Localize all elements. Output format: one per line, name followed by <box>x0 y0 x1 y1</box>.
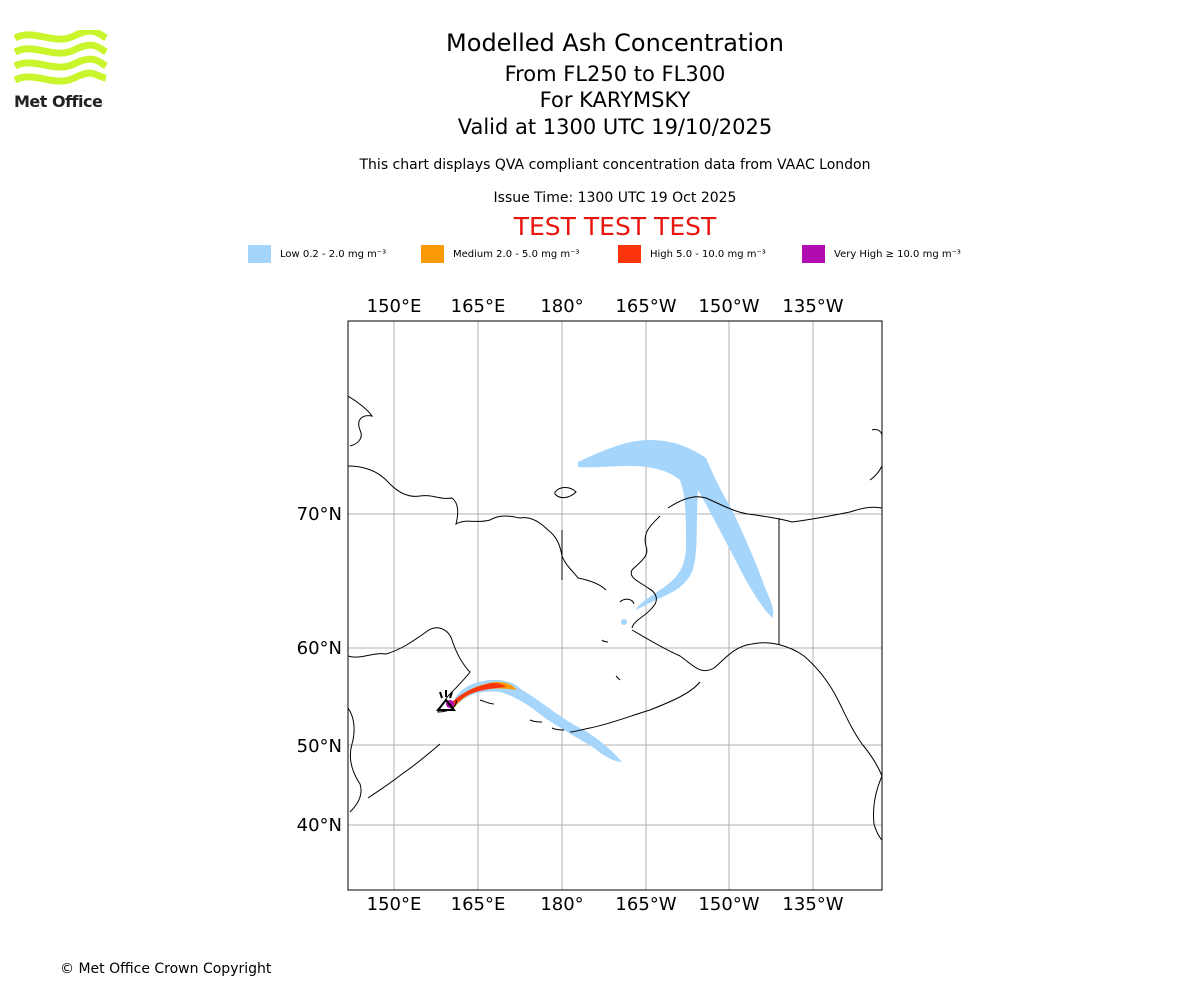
lon-label-bottom: 150°E <box>367 894 422 915</box>
lon-label-top: 180° <box>540 296 583 317</box>
volcano-plume-right <box>449 691 453 699</box>
lon-label-bottom: 150°W <box>698 894 759 915</box>
ash-plume-south <box>455 679 622 762</box>
volcano-triangle-icon <box>435 698 457 711</box>
lat-label: 40°N <box>297 815 342 836</box>
met-office-logo: Met Office <box>13 27 108 112</box>
bottom-longitude-labels: 150°E 165°E 180° 165°W 150°W 135°W <box>367 894 844 915</box>
lon-label-top: 135°W <box>782 296 843 317</box>
legend-item-high: High 5.0 - 10.0 mg m⁻³ <box>618 244 766 264</box>
okhotsk-coast <box>348 627 471 697</box>
sakhalin-kuril-coast <box>348 707 362 813</box>
st-lawrence-island <box>554 487 577 499</box>
ash-plume-north <box>578 440 774 618</box>
aleutian-south-coast <box>569 681 701 733</box>
alaska-peninsula <box>631 629 805 672</box>
met-office-waves-icon <box>13 27 108 85</box>
latitude-labels: 70°N 60°N 50°N 40°N <box>297 504 342 836</box>
map-frame <box>347 320 883 891</box>
graticule <box>348 321 882 890</box>
ash-medium-concentration <box>452 682 517 708</box>
canada-arctic-coast <box>869 429 882 481</box>
legend-label-medium: Medium 2.0 - 5.0 mg m⁻³ <box>453 248 580 260</box>
valid-time: Valid at 1300 UTC 19/10/2025 <box>457 115 773 139</box>
legend-swatch-very-high <box>802 245 825 263</box>
lon-label-bottom: 165°E <box>451 894 506 915</box>
logo-text: Met Office <box>14 92 103 111</box>
legend-swatch-low <box>248 245 271 263</box>
legend-item-very-high: Very High ≥ 10.0 mg m⁻³ <box>802 244 961 264</box>
alaska-west-coast <box>630 515 661 629</box>
legend-item-low: Low 0.2 - 2.0 mg m⁻³ <box>248 244 386 264</box>
qva-compliance-note: This chart displays QVA compliant concen… <box>359 157 871 173</box>
lat-label: 60°N <box>297 638 342 659</box>
lon-label-bottom: 180° <box>540 894 583 915</box>
aleutian-islands <box>479 699 565 731</box>
lat-label: 70°N <box>297 504 342 525</box>
lon-label-top: 165°W <box>615 296 676 317</box>
east-siberian-coast <box>348 465 607 591</box>
chart-title: Modelled Ash Concentration <box>446 29 784 57</box>
ash-high-concentration <box>450 683 506 708</box>
ash-speck <box>621 619 627 625</box>
test-banner: TEST TEST TEST <box>513 212 717 241</box>
volcano-name: For KARYMSKY <box>539 88 691 112</box>
lon-label-top: 165°E <box>451 296 506 317</box>
legend-label-low: Low 0.2 - 2.0 mg m⁻³ <box>280 248 387 260</box>
lon-label-bottom: 135°W <box>782 894 843 915</box>
chukotka-coast <box>348 395 374 447</box>
copyright-notice: © Met Office Crown Copyright <box>60 961 272 977</box>
legend-swatch-high <box>618 245 641 263</box>
north-america-west-coast <box>873 775 882 841</box>
legend-item-medium: Medium 2.0 - 5.0 mg m⁻³ <box>421 244 579 264</box>
lon-label-top: 150°E <box>367 296 422 317</box>
kuril-islands <box>367 743 441 799</box>
issue-time: Issue Time: 1300 UTC 19 Oct 2025 <box>493 190 737 206</box>
legend-label-very-high: Very High ≥ 10.0 mg m⁻³ <box>834 248 961 260</box>
legend-label-high: High 5.0 - 10.0 mg m⁻³ <box>650 248 766 260</box>
lon-label-bottom: 165°W <box>615 894 676 915</box>
pribilof-islands <box>601 639 621 681</box>
flight-level-range: From FL250 to FL300 <box>504 62 726 86</box>
alaska-north-coast <box>667 496 882 523</box>
ash-low-concentration <box>455 440 774 762</box>
top-longitude-labels: 150°E 165°E 180° 165°W 150°W 135°W <box>367 296 844 317</box>
lon-label-top: 150°W <box>698 296 759 317</box>
legend-swatch-medium <box>421 245 444 263</box>
volcano-plume-left <box>439 691 443 699</box>
coastlines <box>348 395 882 841</box>
lat-label: 50°N <box>297 736 342 757</box>
british-columbia-coast <box>803 655 882 777</box>
volcano-marker <box>435 690 457 711</box>
nunivak-island <box>619 598 635 605</box>
